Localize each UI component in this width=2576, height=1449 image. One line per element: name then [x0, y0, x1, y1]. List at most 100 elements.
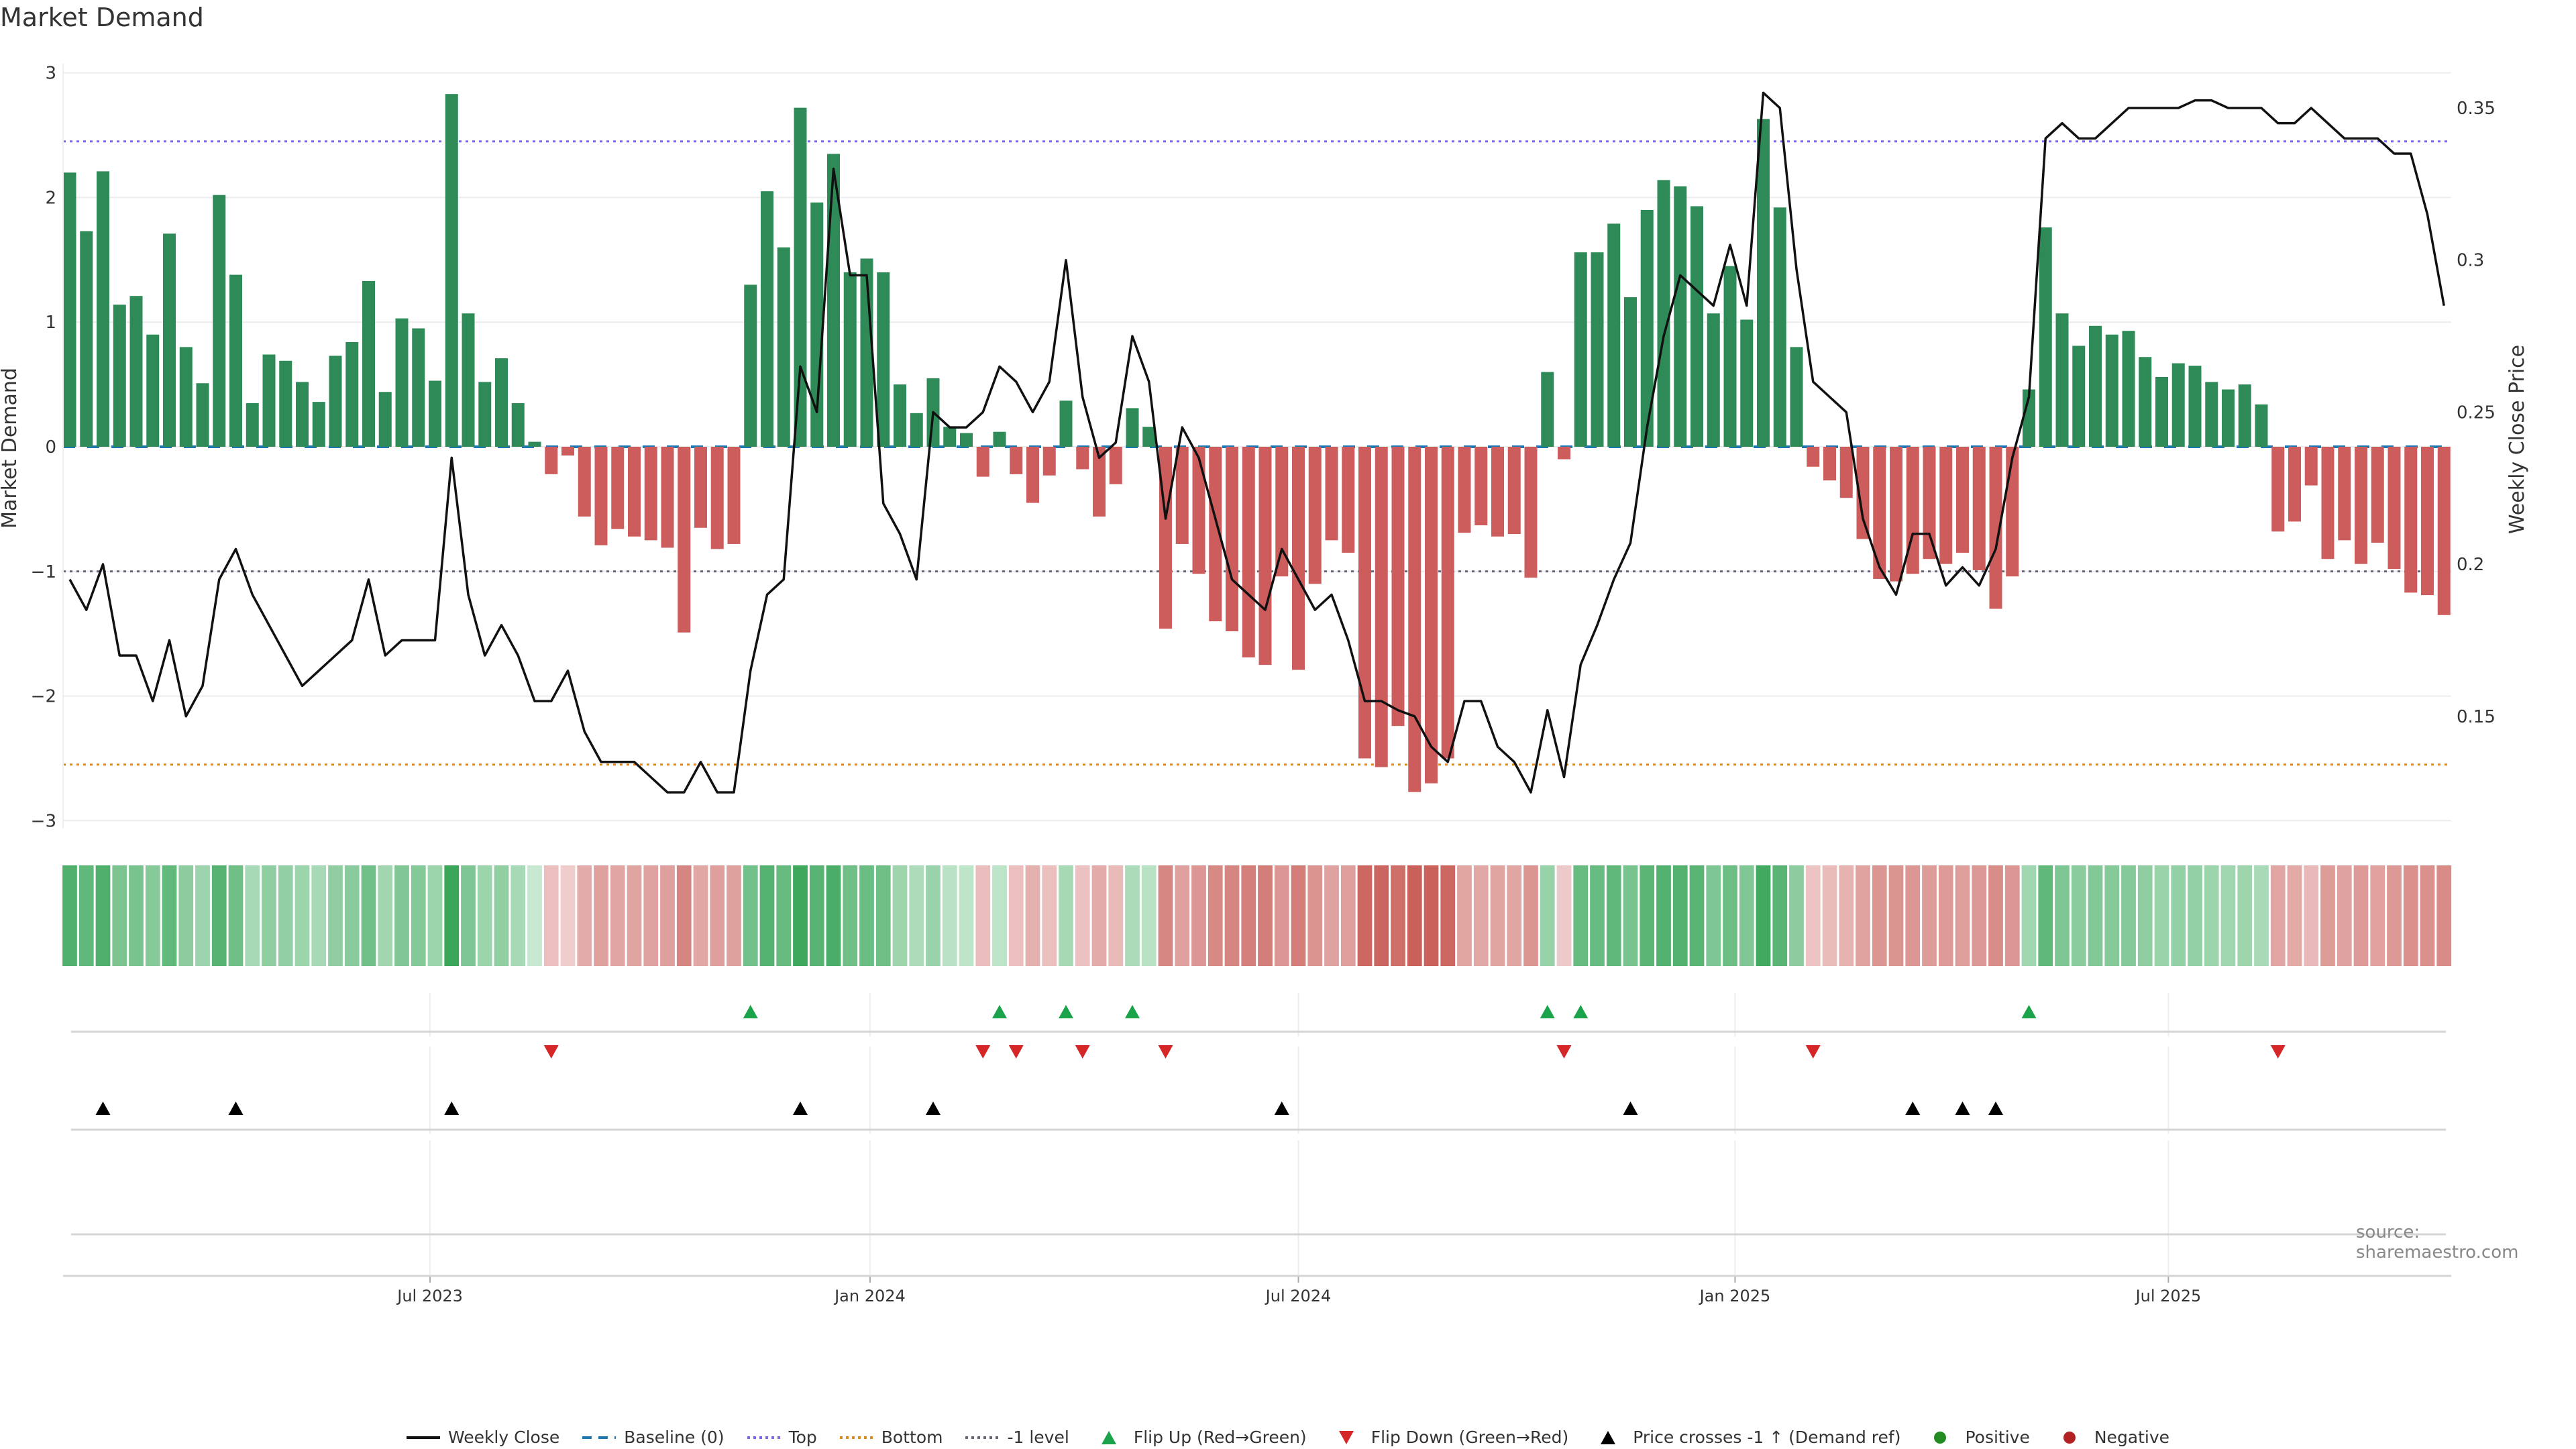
- positive-bar: [2222, 389, 2235, 447]
- x-tick-label: Jul 2024: [1265, 1287, 1332, 1305]
- price-cross-marker: [1955, 1102, 1970, 1115]
- negative-bar: [561, 447, 574, 456]
- positive-bar: [129, 296, 143, 447]
- positive-bar: [213, 195, 226, 447]
- heat-cell: [1025, 865, 1040, 966]
- flip-up-marker: [992, 1005, 1007, 1018]
- positive-bar: [97, 171, 109, 447]
- heat-cell: [2220, 865, 2236, 966]
- heat-cell: [776, 865, 792, 966]
- legend-label: Flip Up (Red→Green): [1133, 1428, 1307, 1447]
- heat-cell: [1839, 865, 1854, 966]
- positive-bar: [163, 233, 176, 447]
- heat-cell: [1805, 865, 1821, 966]
- heat-cell: [1739, 865, 1754, 966]
- heat-cell: [378, 865, 393, 966]
- heat-cell: [1224, 865, 1240, 966]
- positive-bar: [262, 354, 276, 447]
- heat-cell: [2104, 865, 2120, 966]
- positive-bar: [63, 172, 76, 447]
- heat-cell: [2420, 865, 2435, 966]
- positive-bar: [412, 328, 425, 447]
- positive-bar: [2072, 345, 2086, 447]
- positive-bar: [1657, 180, 1670, 447]
- x-tick-label: Jul 2025: [2135, 1287, 2202, 1305]
- price-cross-marker: [95, 1102, 111, 1115]
- legend-symbol-dash-icon: [582, 1436, 616, 1439]
- positive-bar: [761, 191, 773, 447]
- legend-item: Weekly Close: [406, 1428, 559, 1447]
- heat-cell: [1391, 865, 1405, 966]
- heat-cell: [361, 865, 376, 966]
- positive-bar: [146, 334, 160, 447]
- heat-cell: [162, 865, 177, 966]
- legend-item: Flip Up (Red→Green): [1092, 1428, 1307, 1447]
- positive-bar: [312, 402, 325, 447]
- positive-bar: [894, 384, 906, 447]
- heat-cell: [594, 865, 608, 966]
- positive-bar: [80, 231, 93, 447]
- x-tick-label: Jul 2023: [396, 1287, 463, 1305]
- negative-bar: [1292, 447, 1305, 670]
- positive-bar: [1591, 252, 1604, 447]
- flip-down-marker: [2270, 1045, 2286, 1059]
- positive-bar: [2105, 334, 2118, 447]
- negative-bar: [611, 447, 625, 529]
- legend-item: Top: [747, 1428, 817, 1447]
- heat-cell: [727, 865, 741, 966]
- heat-cell: [1473, 865, 1489, 966]
- negative-bar: [2437, 447, 2451, 615]
- x-tick-label: Jan 2024: [833, 1287, 906, 1305]
- positive-bar: [462, 313, 475, 447]
- positive-bar: [910, 413, 923, 447]
- negative-bar: [2321, 447, 2334, 559]
- heat-cell: [2004, 865, 2020, 966]
- positive-bar: [378, 392, 392, 447]
- negative-bar: [1425, 447, 1438, 784]
- heat-cell: [262, 865, 276, 966]
- heat-cell: [178, 865, 194, 966]
- negative-bar: [1474, 447, 1488, 526]
- negative-bar: [678, 447, 691, 633]
- event-rows: Jul 2023 Jan 2024 Jul 2024 Jan 2025 Jul 2025: [63, 993, 2451, 1305]
- flip-up-marker: [1059, 1005, 1073, 1018]
- negative-bar: [1524, 447, 1538, 578]
- price-cross-marker: [1623, 1102, 1638, 1115]
- heat-cell: [1672, 865, 1688, 966]
- negative-bar: [578, 447, 591, 517]
- negative-bar: [2371, 447, 2384, 543]
- heat-cell: [1822, 865, 1837, 966]
- negative-bar: [2288, 447, 2301, 522]
- heat-cell: [875, 865, 891, 966]
- heat-cell: [211, 865, 227, 966]
- reference-lines: [63, 140, 2451, 766]
- heat-cell: [959, 865, 974, 966]
- heat-cell: [294, 865, 310, 966]
- negative-bar: [694, 447, 707, 528]
- heat-cell: [1125, 865, 1140, 966]
- heat-cell: [1723, 865, 1737, 966]
- heat-cell: [1258, 865, 1273, 966]
- legend-symbol-dot-minus-icon: [965, 1436, 1000, 1439]
- legend-symbol-dot-bottom-icon: [839, 1436, 873, 1439]
- legend-label: Bottom: [881, 1428, 943, 1447]
- negative-bar: [2006, 447, 2019, 577]
- heat-cell: [1955, 865, 1970, 966]
- flip-down-marker: [1075, 1045, 1090, 1059]
- negative-bar: [1873, 447, 1886, 579]
- negative-bar: [594, 447, 608, 545]
- positive-bar: [445, 94, 458, 447]
- weekly-close-polyline: [68, 91, 2445, 794]
- negative-bar: [1026, 447, 1039, 503]
- legend-label: Top: [788, 1428, 817, 1447]
- heat-cell: [2337, 865, 2352, 966]
- flip-up-marker: [1540, 1005, 1555, 1018]
- legend-item: Positive: [1923, 1428, 2030, 1447]
- heat-cell: [926, 865, 941, 966]
- flip-up-marker: [1125, 1005, 1140, 1018]
- heat-cell: [1424, 865, 1439, 966]
- flip-down-marker: [1158, 1045, 1173, 1059]
- heat-cell: [78, 865, 94, 966]
- positive-bar: [877, 272, 890, 447]
